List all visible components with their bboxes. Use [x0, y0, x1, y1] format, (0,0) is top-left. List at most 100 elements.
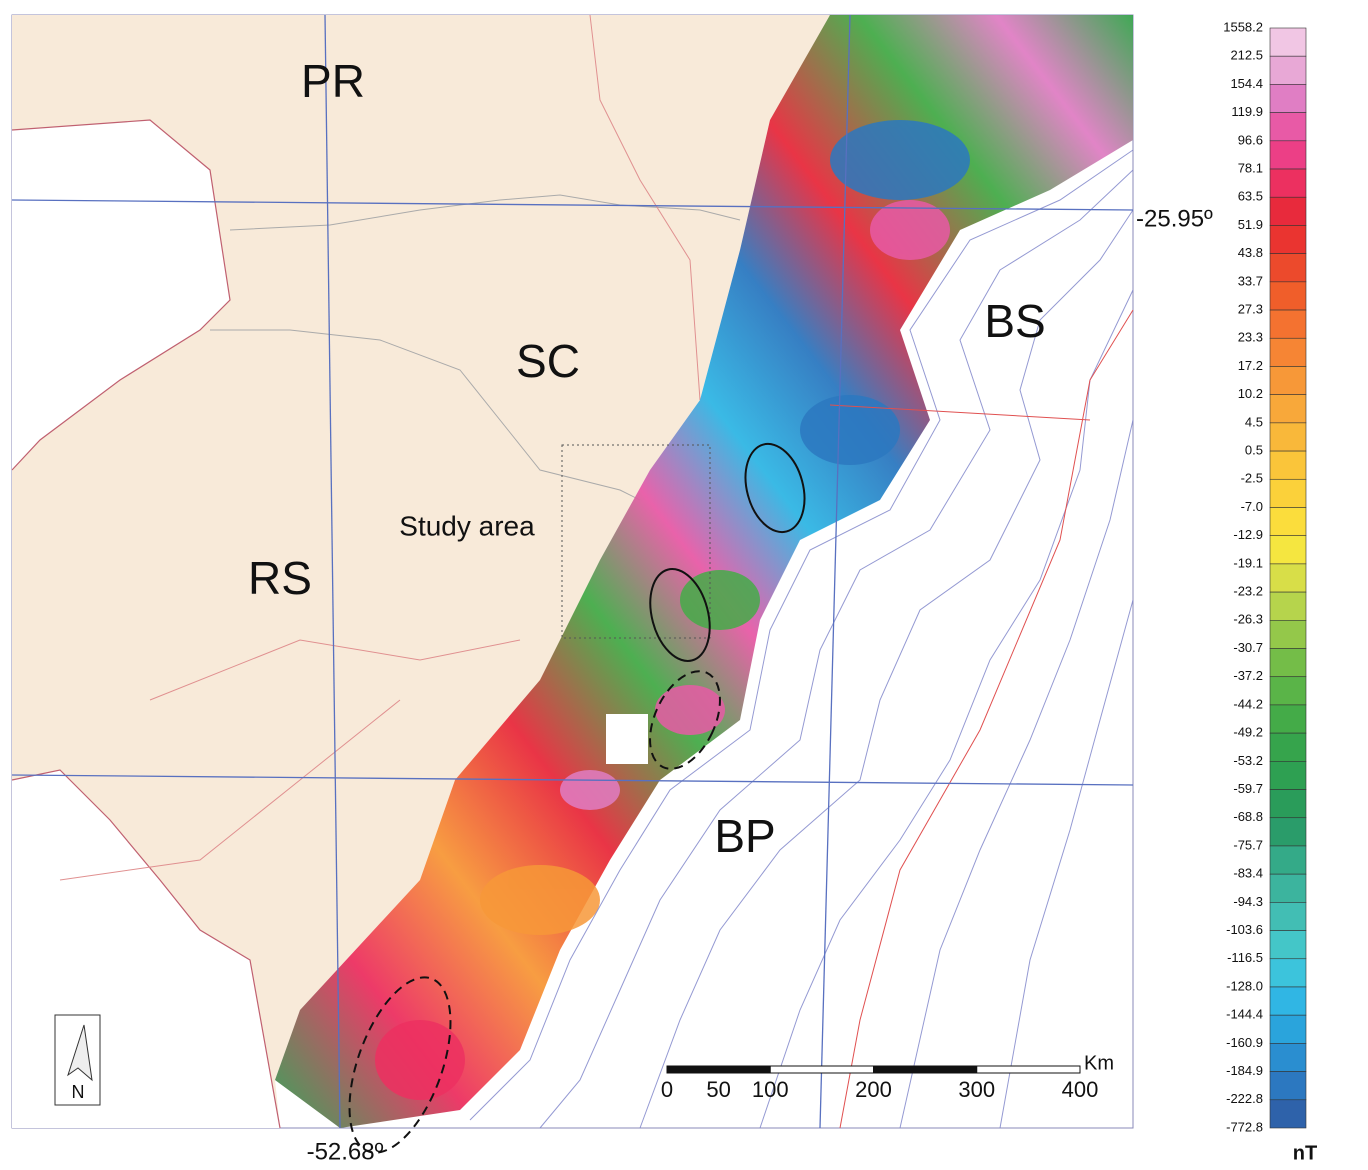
outer-area	[12, 120, 230, 470]
colorbar-swatch	[1269, 84, 1307, 113]
colorbar-label: -144.4	[1226, 1007, 1263, 1022]
municipal-borders	[59, 14, 701, 881]
colorbar-label: -83.4	[1233, 866, 1263, 881]
state-label: PR	[301, 55, 365, 107]
colorbar-swatch	[1269, 394, 1307, 424]
colorbar-swatch	[1269, 535, 1307, 565]
colorbar-swatch	[1269, 27, 1307, 57]
colorbar-label: 212.5	[1230, 48, 1263, 63]
colorbar-label: -7.0	[1241, 499, 1263, 514]
bathymetry-contours	[469, 149, 1134, 1129]
state-borders	[210, 194, 741, 501]
colorbar-label: 154.4	[1230, 76, 1263, 91]
colorbar-swatch	[1269, 55, 1307, 85]
colorbar-label: -75.7	[1233, 837, 1263, 852]
colorbar-swatch	[1269, 1043, 1307, 1072]
colorbar-swatch	[1269, 761, 1307, 790]
colorbar-label: 43.8	[1238, 245, 1263, 260]
scale-segment	[976, 1065, 1081, 1074]
colorbar-swatch	[1269, 817, 1307, 847]
colorbar-swatch	[1269, 986, 1307, 1016]
scale-label: 50	[706, 1077, 730, 1102]
colorbar-label: -53.2	[1233, 753, 1263, 768]
colorbar-label: 119.9	[1231, 104, 1263, 119]
colorbar-label: 96.6	[1238, 132, 1263, 147]
colorbar-swatch	[1269, 845, 1307, 875]
colorbar-swatch	[1269, 337, 1307, 367]
latitude-label: -25.95º	[1136, 205, 1213, 232]
colorbar-label: 51.9	[1238, 217, 1263, 232]
study-area-box	[561, 444, 711, 639]
colorbar-swatch	[1269, 168, 1307, 198]
colorbar-label: -44.2	[1233, 696, 1263, 711]
graticule	[11, 14, 1134, 1129]
highlight-ellipses	[348, 442, 806, 1154]
map: PR SC RS BS BP Study area -25.95º -52.68…	[11, 14, 1213, 1165]
colorbar-label: 0.5	[1245, 443, 1263, 458]
colorbar-label: -30.7	[1233, 640, 1263, 655]
colorbar-swatch	[1269, 1071, 1307, 1101]
colorbar-swatch	[1269, 648, 1307, 678]
colorbar-swatch	[1269, 366, 1307, 395]
colorbar-label: -103.6	[1226, 922, 1263, 937]
colorbar-label: -128.0	[1226, 978, 1263, 993]
north-arrow: N	[54, 1014, 101, 1106]
scale-label: 400	[1062, 1077, 1099, 1102]
colorbar-label: -59.7	[1233, 781, 1263, 796]
colorbar-label: -23.2	[1233, 584, 1263, 599]
colorbar-label: -2.5	[1241, 471, 1263, 486]
longitude-label: -52.68º	[307, 1138, 384, 1165]
colorbar-swatch	[1269, 309, 1307, 339]
scale-segment	[873, 1065, 978, 1074]
colorbar-label: 17.2	[1238, 358, 1263, 373]
scale-label: 100	[752, 1077, 789, 1102]
colorbar-swatch	[1269, 704, 1307, 734]
colorbar-label: -37.2	[1233, 668, 1263, 683]
colorbar-swatch	[1269, 225, 1307, 254]
colorbar-swatch	[1269, 902, 1307, 931]
state-label: RS	[248, 552, 312, 604]
colorbar-swatch	[1269, 253, 1307, 283]
colorbar: 1558.2 212.5 154.4 119.9 96.6 78.1 63.5 51.9 43.…	[1223, 19, 1317, 1164]
colorbar-swatch	[1269, 873, 1307, 903]
colorbar-label: 78.1	[1238, 160, 1263, 175]
colorbar-swatch	[1269, 450, 1307, 480]
colorbar-swatch	[1269, 140, 1307, 170]
scale-label: 0	[661, 1077, 673, 1102]
colorbar-swatch	[1269, 1099, 1307, 1129]
scale-label: 300	[958, 1077, 995, 1102]
colorbar-swatch	[1269, 478, 1307, 508]
colorbar-label: 63.5	[1238, 189, 1263, 204]
colorbar-swatch	[1269, 422, 1307, 452]
colorbar-label: -12.9	[1233, 527, 1263, 542]
anomaly-field	[275, 15, 1133, 1128]
scale-segment	[666, 1065, 771, 1074]
basin-label: BP	[714, 810, 775, 862]
colorbar-swatch	[1269, 112, 1307, 142]
colorbar-swatch	[1269, 507, 1307, 536]
colorbar-swatch	[1269, 281, 1307, 311]
colorbar-label: -772.8	[1226, 1119, 1263, 1134]
study-area-label: Study area	[399, 510, 535, 541]
colorbar-swatch	[1269, 930, 1307, 960]
colorbar-label: -184.9	[1226, 1063, 1263, 1078]
colorbar-label: -94.3	[1233, 894, 1263, 909]
colorbar-swatch	[1269, 620, 1307, 649]
colorbar-swatch	[1269, 789, 1307, 819]
north-label: N	[72, 1082, 85, 1102]
scale-bar: 0 50 100 200 300 400 Km	[661, 1052, 1114, 1102]
colorbar-swatch	[1269, 1014, 1307, 1044]
scale-unit: Km	[1084, 1052, 1114, 1074]
colorbar-label: -68.8	[1233, 809, 1263, 824]
colorbar-unit: nT	[1293, 1142, 1317, 1164]
colorbar-swatch	[1269, 563, 1307, 593]
colorbar-label: 23.3	[1238, 330, 1263, 345]
colorbar-label: -222.8	[1226, 1091, 1263, 1106]
data-gap	[606, 714, 648, 764]
colorbar-label: -19.1	[1233, 555, 1263, 570]
colorbar-label: -116.5	[1227, 950, 1263, 965]
colorbar-label: 27.3	[1238, 301, 1263, 316]
colorbar-swatch	[1269, 196, 1307, 226]
scale-label: 200	[855, 1077, 892, 1102]
